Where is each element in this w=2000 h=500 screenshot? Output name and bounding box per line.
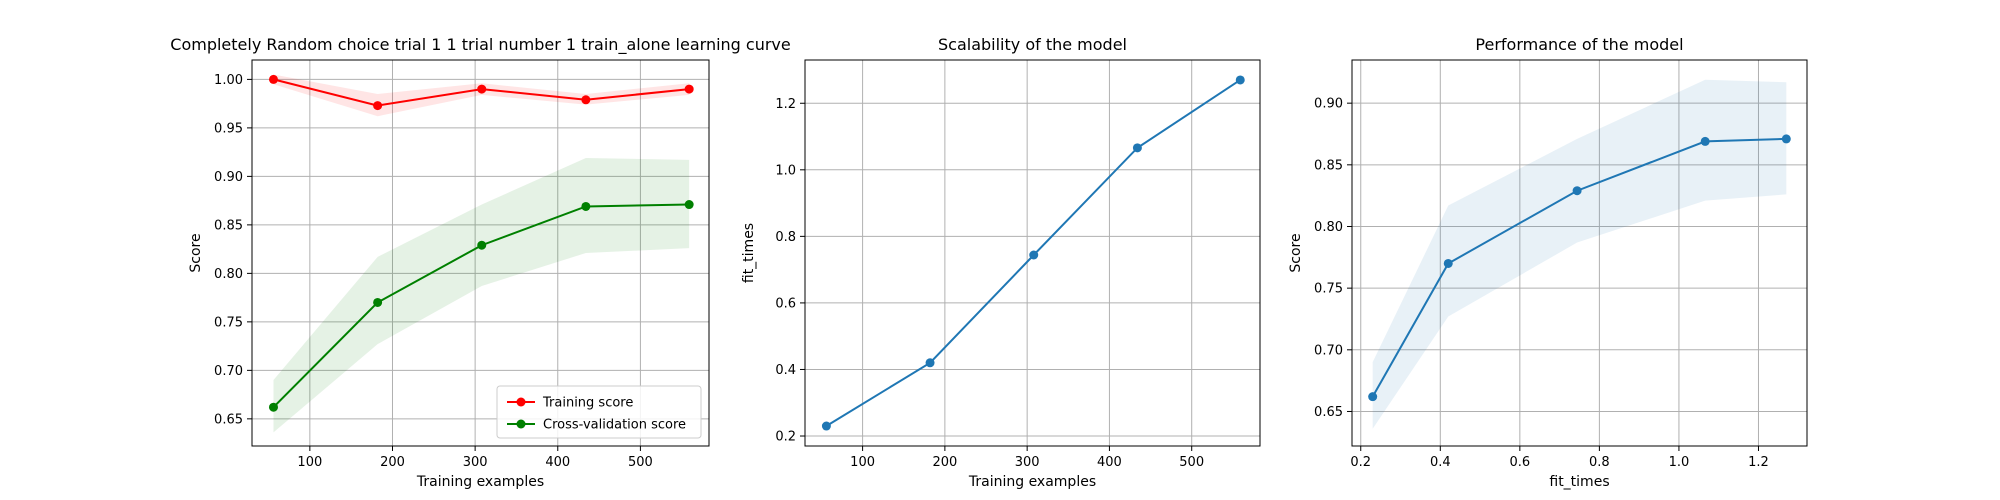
legend-label: Training score bbox=[542, 396, 633, 411]
x-tick-label: 1.0 bbox=[1669, 455, 1690, 470]
legend-label: Cross-validation score bbox=[543, 418, 686, 433]
y-tick-label: 0.65 bbox=[1314, 405, 1343, 420]
y-tick-label: 0.75 bbox=[1314, 282, 1343, 297]
data-point bbox=[581, 95, 591, 105]
y-tick-label: 0.70 bbox=[1314, 343, 1343, 358]
y-tick-label: 1.00 bbox=[214, 73, 243, 88]
legend-marker bbox=[516, 419, 526, 429]
chart-2: 100 200 300 400 500 0.2 0.4 0.6 0.8 1.0 1.2 Scalabi… bbox=[741, 35, 1261, 490]
x-tick-label: 400 bbox=[1097, 455, 1122, 470]
x-tick-label: 300 bbox=[1015, 455, 1040, 470]
y-tick-label: 0.90 bbox=[1314, 97, 1343, 112]
data-point bbox=[1572, 186, 1582, 196]
x-tick-label: 200 bbox=[380, 455, 405, 470]
data-point bbox=[684, 200, 694, 210]
data-point bbox=[821, 421, 831, 431]
y-tick-label: 0.6 bbox=[775, 296, 796, 311]
data-point bbox=[925, 358, 935, 368]
legend-box bbox=[496, 385, 702, 439]
confidence-band bbox=[273, 157, 690, 433]
data-point bbox=[1235, 75, 1245, 85]
y-axis-label: Score bbox=[188, 233, 204, 272]
x-tick-label: 0.6 bbox=[1509, 455, 1530, 470]
x-tick-label: 0.8 bbox=[1589, 455, 1610, 470]
data-point bbox=[268, 402, 278, 412]
axes-frame bbox=[1351, 59, 1808, 447]
data-point bbox=[373, 101, 383, 111]
y-tick-label: 0.2 bbox=[775, 430, 796, 445]
x-tick-label: 1.2 bbox=[1748, 455, 1769, 470]
y-tick-label: 0.90 bbox=[214, 170, 243, 185]
data-point bbox=[477, 240, 487, 250]
data-point bbox=[1029, 250, 1039, 260]
data-point bbox=[1132, 143, 1142, 153]
x-tick-label: 200 bbox=[932, 455, 957, 470]
data-point bbox=[684, 84, 694, 94]
data-point bbox=[581, 201, 591, 211]
x-tick-label: 300 bbox=[463, 455, 488, 470]
x-tick-label: 100 bbox=[297, 455, 322, 470]
chart-3: 0.2 0.4 0.6 0.8 1.0 1.2 0.65 0.70 0.75 0.80 0.85 0.… bbox=[1288, 35, 1808, 490]
y-tick-label: 0.80 bbox=[214, 267, 243, 282]
legend: Training score Cross-validation score bbox=[496, 385, 702, 439]
x-axis-label: Training examples bbox=[968, 474, 1096, 490]
axes-frame bbox=[804, 59, 1261, 447]
x-axis-label: fit_times bbox=[1549, 474, 1609, 490]
chart-title: Scalability of the model bbox=[938, 35, 1127, 54]
data-point bbox=[1368, 392, 1378, 402]
y-tick-label: 1.2 bbox=[775, 97, 796, 112]
y-tick-label: 0.70 bbox=[214, 364, 243, 379]
x-tick-label: 100 bbox=[850, 455, 875, 470]
y-tick-label: 0.85 bbox=[214, 218, 243, 233]
confidence-band bbox=[1372, 79, 1787, 429]
y-tick-label: 0.65 bbox=[214, 412, 243, 427]
legend-marker bbox=[516, 397, 526, 407]
data-point bbox=[268, 74, 278, 84]
x-tick-label: 500 bbox=[628, 455, 653, 470]
axes-frame bbox=[251, 59, 710, 447]
chart-1: 100 200 300 400 500 0.65 0.70 0.75 0.80 0.85 0.90 0… bbox=[170, 35, 790, 490]
y-tick-label: 1.0 bbox=[775, 163, 796, 178]
x-tick-label: 500 bbox=[1179, 455, 1204, 470]
y-tick-label: 0.85 bbox=[1314, 158, 1343, 173]
x-axis-label: Training examples bbox=[416, 474, 544, 490]
data-point bbox=[1443, 258, 1453, 268]
x-tick-label: 400 bbox=[545, 455, 570, 470]
y-tick-label: 0.80 bbox=[1314, 220, 1343, 235]
data-point bbox=[1781, 134, 1791, 144]
x-tick-label: 0.4 bbox=[1430, 455, 1451, 470]
data-point bbox=[477, 84, 487, 94]
chart-title: Completely Random choice trial 1 1 trial… bbox=[170, 35, 790, 55]
y-tick-label: 0.75 bbox=[214, 315, 243, 330]
y-axis-label: Score bbox=[1288, 233, 1304, 272]
chart-title: Performance of the model bbox=[1475, 35, 1683, 54]
data-point bbox=[373, 297, 383, 307]
data-point bbox=[1700, 136, 1710, 146]
y-axis-label: fit_times bbox=[741, 223, 757, 283]
x-tick-label: 0.2 bbox=[1350, 455, 1371, 470]
y-tick-label: 0.95 bbox=[214, 121, 243, 136]
y-tick-label: 0.4 bbox=[775, 363, 796, 378]
y-tick-label: 0.8 bbox=[775, 230, 796, 245]
